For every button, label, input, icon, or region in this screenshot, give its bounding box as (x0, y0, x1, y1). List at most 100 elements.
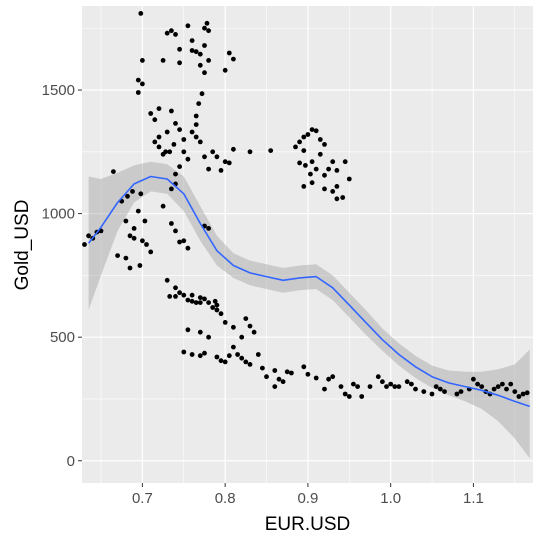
data-point (181, 238, 187, 244)
data-point (130, 189, 135, 194)
data-point (193, 49, 199, 55)
data-point (171, 142, 177, 147)
data-point (471, 376, 476, 382)
data-point (167, 149, 173, 155)
data-point (206, 226, 212, 231)
data-point (173, 285, 178, 291)
data-point (475, 381, 480, 387)
data-point (173, 32, 178, 37)
data-point (138, 11, 144, 16)
data-point (334, 196, 340, 202)
data-point (197, 329, 203, 335)
data-point (189, 292, 195, 298)
data-point (160, 58, 166, 63)
data-point (169, 186, 174, 192)
data-point (243, 359, 249, 365)
data-point (177, 164, 183, 170)
data-point (177, 239, 183, 245)
data-point (197, 51, 203, 57)
data-point (156, 144, 162, 150)
data-point (388, 381, 394, 387)
data-point (301, 148, 307, 154)
data-point (342, 159, 348, 165)
data-point (309, 180, 315, 186)
data-point (204, 20, 210, 26)
data-point (197, 353, 203, 359)
data-point (214, 354, 220, 360)
data-point (123, 255, 129, 261)
data-point (309, 159, 315, 165)
data-point (392, 384, 398, 389)
data-point (524, 390, 530, 396)
data-point (111, 169, 116, 175)
data-point (189, 129, 195, 135)
x-tick-label: 1.0 (380, 490, 401, 507)
data-point (239, 355, 245, 361)
data-point (196, 101, 202, 106)
data-point (181, 149, 187, 155)
data-point (193, 113, 199, 119)
data-point (137, 263, 143, 268)
data-point (185, 23, 191, 29)
data-point (185, 156, 191, 162)
data-point (181, 292, 187, 298)
data-point (346, 176, 352, 182)
data-point (156, 106, 162, 111)
data-point (206, 300, 212, 305)
data-point (181, 137, 187, 142)
data-point (512, 389, 518, 394)
data-point (301, 364, 307, 370)
data-point (355, 384, 360, 389)
x-tick-label: 1.1 (463, 490, 484, 507)
data-point (330, 374, 336, 380)
data-point (384, 384, 389, 389)
data-point (164, 277, 170, 283)
data-point (135, 90, 141, 95)
data-point (135, 77, 141, 83)
data-point (297, 139, 302, 145)
data-point (222, 159, 228, 165)
data-point (185, 327, 191, 333)
data-point (148, 249, 154, 255)
data-point (197, 62, 203, 68)
data-point (330, 159, 336, 165)
data-point (142, 218, 148, 224)
data-point (82, 242, 87, 247)
data-point (305, 371, 311, 377)
data-point (264, 374, 269, 380)
data-point (214, 154, 220, 160)
data-point (231, 56, 236, 62)
data-point (297, 160, 302, 166)
data-point (125, 193, 130, 199)
data-point (123, 218, 129, 224)
data-point (251, 329, 257, 335)
data-point (173, 294, 178, 299)
data-point (148, 111, 154, 116)
data-point (222, 67, 228, 73)
data-point (212, 298, 218, 304)
data-point (334, 184, 340, 189)
data-point (260, 365, 265, 371)
data-point (346, 394, 352, 399)
data-point (404, 379, 410, 385)
data-point (206, 166, 212, 172)
data-point (508, 381, 514, 387)
y-tick-label: 0 (67, 453, 75, 470)
data-point (177, 127, 183, 132)
data-point (214, 302, 220, 308)
data-point (202, 350, 207, 356)
data-point (218, 358, 224, 364)
data-point (169, 221, 174, 226)
y-tick-label: 1000 (42, 206, 75, 223)
data-point (169, 28, 174, 34)
data-point (340, 195, 346, 200)
data-point (396, 384, 402, 389)
data-point (303, 163, 308, 168)
data-point (206, 28, 212, 34)
data-point (367, 384, 373, 389)
data-point (206, 334, 212, 340)
data-point (317, 137, 323, 142)
data-point (218, 311, 224, 317)
data-point (491, 386, 497, 392)
data-point (197, 300, 203, 305)
